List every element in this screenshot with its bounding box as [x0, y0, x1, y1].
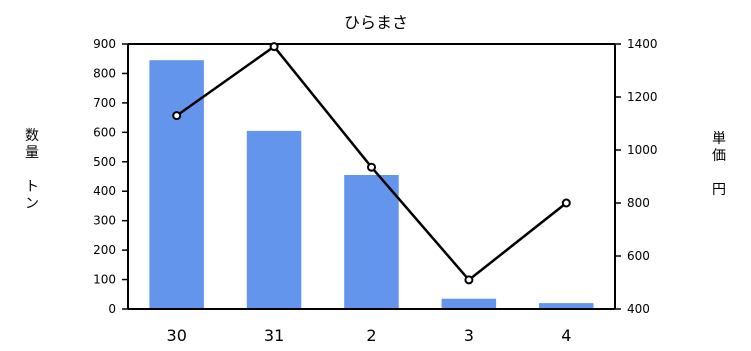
- bar-3: [441, 298, 497, 309]
- left-axis-ticks: 0 100 200 300 400 500 600 700 800 900: [93, 37, 128, 316]
- category-label: 4: [561, 326, 571, 345]
- left-tick-label: 700: [93, 96, 116, 110]
- left-tick-label: 500: [93, 155, 116, 169]
- price-point-3: [464, 275, 474, 285]
- price-point-4: [561, 198, 571, 208]
- right-tick-label: 1400: [627, 37, 658, 51]
- left-tick-label: 0: [108, 302, 116, 316]
- axis-label-line: ト: [25, 179, 39, 195]
- bar-31: [246, 130, 302, 309]
- category-labels: 30 31 2 3 4: [167, 326, 572, 345]
- bar-2: [344, 175, 399, 309]
- left-tick-label: 600: [93, 125, 116, 139]
- left-tick-label: 100: [93, 273, 116, 287]
- right-tick-label: 400: [627, 302, 650, 316]
- left-tick-label: 200: [93, 243, 116, 257]
- right-tick-label: 800: [627, 196, 650, 210]
- left-tick-label: 800: [93, 66, 116, 80]
- right-axis-ticks: 400 600 800 1000 1200 1400: [615, 37, 658, 316]
- right-tick-label: 600: [627, 249, 650, 263]
- right-axis-label: 単価円: [712, 131, 726, 198]
- bar-4: [539, 303, 594, 309]
- price-point-30: [172, 111, 182, 121]
- left-tick-label: 300: [93, 214, 116, 228]
- left-tick-label: 400: [93, 184, 116, 198]
- chart-title: ひらまさ: [344, 13, 408, 32]
- category-label: 31: [264, 326, 284, 345]
- category-label: 3: [464, 326, 474, 345]
- axis-label-line: 単: [712, 131, 726, 147]
- plot-area: [127, 42, 616, 310]
- right-tick-label: 1000: [627, 143, 658, 157]
- category-label: 2: [366, 326, 376, 345]
- bar-30: [149, 60, 204, 310]
- left-tick-label: 900: [93, 37, 116, 51]
- axis-label-line: 円: [712, 182, 726, 198]
- price-point-31: [269, 42, 279, 52]
- price-point-2: [367, 162, 376, 172]
- right-tick-label: 1200: [627, 90, 658, 104]
- axis-label-line: 価: [712, 148, 726, 164]
- axis-label-line: 数: [25, 128, 39, 144]
- axis-label-line: 量: [25, 145, 39, 161]
- left-axis-label: 数量トン: [25, 128, 39, 212]
- category-label: 30: [167, 326, 187, 345]
- axis-label-line: ン: [25, 196, 39, 212]
